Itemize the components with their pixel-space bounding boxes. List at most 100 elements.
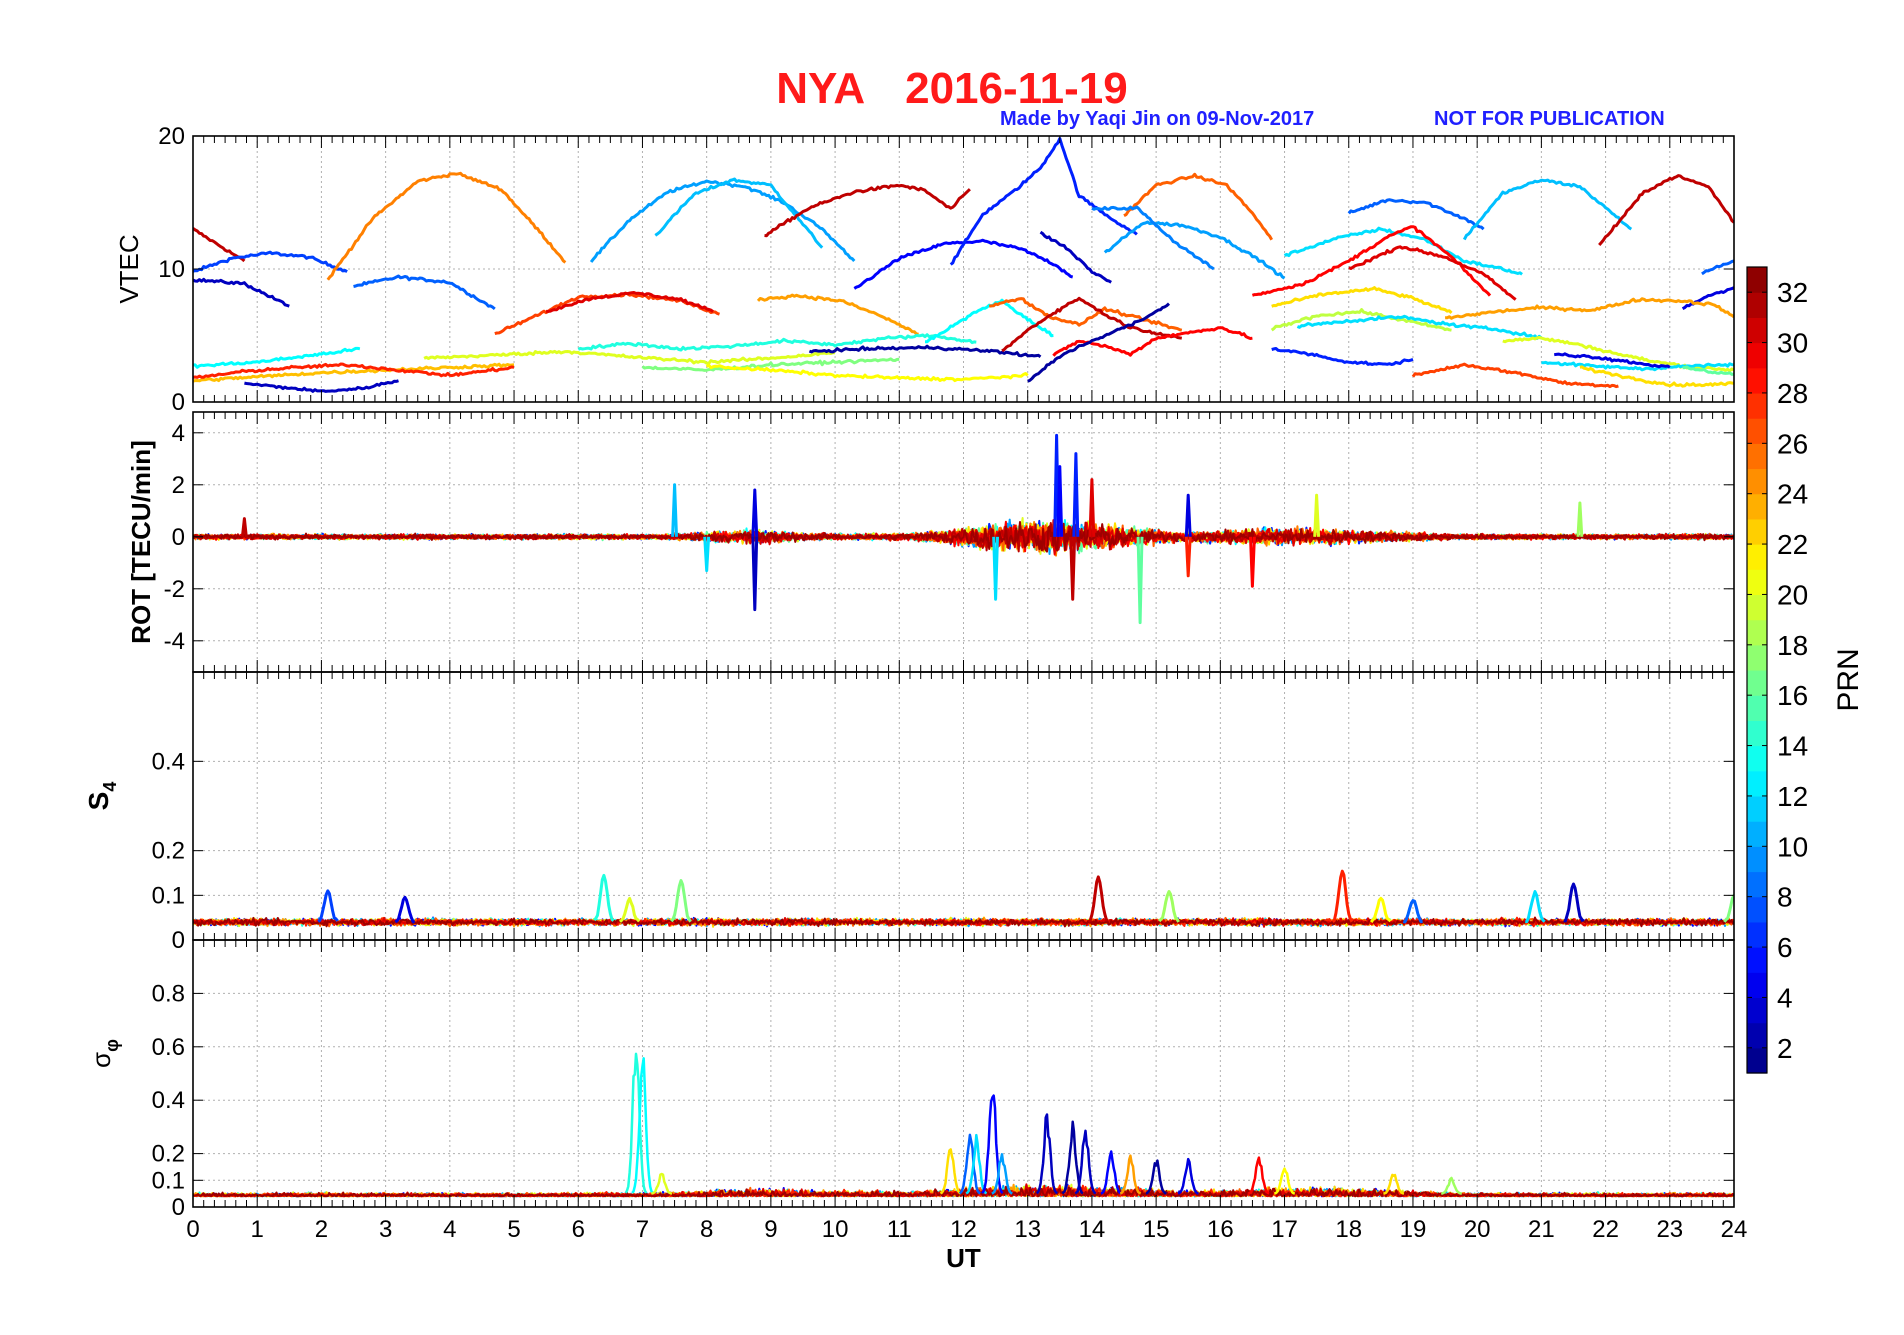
colorbar-swatch: [1747, 745, 1767, 772]
sigma-phi-peak-prn-2: [1145, 1159, 1167, 1195]
y-tick-label: 0.2: [152, 838, 185, 865]
colorbar-swatch: [1747, 896, 1767, 923]
vtec-line-prn-12: [1541, 360, 1734, 372]
sigma_phi-grid: [193, 940, 1734, 1207]
vtec-line-prn-8: [1701, 259, 1734, 276]
x-tick-label: 24: [1721, 1216, 1748, 1243]
vtec-line-prn-27: [1411, 362, 1619, 389]
y-tick-label: 0: [172, 389, 185, 416]
colorbar-swatch: [1747, 317, 1767, 344]
rot-spike-prn-5: [1056, 465, 1064, 537]
sigma-phi-y-label-main: σ: [86, 1052, 116, 1068]
rot-spike-prn-11: [671, 483, 678, 537]
x-tick-label: 4: [443, 1216, 456, 1243]
rot-line-prn-32: [193, 521, 1734, 553]
vtec-line-prn-11: [1462, 178, 1633, 241]
sigma-phi-peak-prn-10: [991, 1153, 1013, 1195]
vtec-line-prn-8: [353, 274, 496, 311]
rot-spike-prn-6: [1072, 452, 1080, 537]
sigma-phi-peak-prn-22: [939, 1148, 962, 1195]
sigma-phi-peak-prn-18: [1441, 1176, 1462, 1195]
sigma-phi-peak-prn-4: [1177, 1157, 1199, 1195]
s4-line-prn-32: [193, 916, 1734, 928]
station-name: NYA: [776, 64, 866, 113]
s4-peak-prn-3: [1563, 882, 1585, 923]
s4-peak-prn-17: [670, 879, 692, 923]
x-tick-label: 9: [764, 1216, 777, 1243]
colorbar-swatch: [1747, 518, 1767, 545]
y-tick-label: 4: [172, 420, 185, 447]
colorbar-swatch: [1747, 947, 1767, 973]
x-tick-label: 0: [186, 1216, 199, 1243]
vtec-line-prn-30: [1348, 245, 1517, 301]
x-tick-label: 5: [507, 1216, 520, 1243]
vtec-line-prn-29: [1251, 225, 1492, 297]
vtec-line-prn-12: [1283, 226, 1523, 276]
s4-peak-prn-18: [1158, 890, 1180, 923]
colorbar-swatch: [1747, 846, 1767, 873]
rot-spike-prn-29: [1249, 536, 1256, 588]
vtec-line-prn-13: [193, 346, 361, 369]
rot-spike-prn-4: [1184, 493, 1192, 537]
vtec-line-prn-7: [193, 250, 348, 273]
y-tick-label: 2: [172, 472, 185, 499]
colorbar-tick-label: 4: [1777, 982, 1793, 1013]
vtec-line-prn-20: [1502, 336, 1734, 373]
sigma-phi-peak-prn-22: [1383, 1173, 1405, 1195]
sigma-phi-peak-prn-3: [1035, 1113, 1058, 1195]
colorbar-swatch: [1747, 292, 1767, 318]
x-tick-labels: 0 1 2 3 4 5 6 7 8 9 10 11 12 13 14 15 16 17 18 19 20 21 22 23 24: [186, 1216, 1747, 1243]
sigma-phi-peak-prn-8: [958, 1133, 981, 1195]
rot-series: [193, 433, 1734, 625]
vtec-line-prn-3: [1039, 230, 1112, 284]
x-tick-label: 1: [251, 1216, 264, 1243]
colorbar-swatch: [1747, 720, 1767, 747]
colorbar-swatch: [1747, 493, 1767, 520]
x-tick-label: 20: [1464, 1216, 1491, 1243]
colorbar-tick-label: 20: [1777, 579, 1808, 610]
vtec-line-prn-25: [326, 171, 567, 281]
vtec-line-prn-31: [1001, 296, 1183, 353]
vtec-line-prn-6: [1271, 347, 1414, 366]
colorbar-tick-label: 28: [1777, 378, 1808, 409]
colorbar-swatch: [1747, 1022, 1767, 1049]
vtec-line-prn-4: [1553, 352, 1671, 369]
x-tick-label: 19: [1400, 1216, 1427, 1243]
y-tick-label: 0: [172, 927, 185, 954]
vtec-panel: 0 10 20 VTEC: [114, 123, 1735, 416]
colorbar-tick-label: 14: [1777, 731, 1808, 762]
rot-spike-prn-4: [751, 488, 759, 537]
colorbar-swatch: [1747, 670, 1767, 696]
sigma-phi-peak-prn-5: [981, 1094, 1004, 1194]
colorbar-tick-label: 12: [1777, 781, 1808, 812]
vtec-series: [193, 137, 1734, 393]
x-tick-label: 15: [1143, 1216, 1170, 1243]
s4-grid: [193, 672, 1734, 940]
vtec-line-prn-9: [1091, 205, 1215, 271]
vtec-line-prn-12: [1296, 314, 1543, 340]
vtec-line-prn-23: [193, 362, 515, 383]
colorbar-tick-label: 10: [1777, 831, 1808, 862]
vtec-line-prn-16: [1682, 365, 1734, 376]
vtec-line-prn-24: [1445, 297, 1734, 320]
colorbar-swatch: [1747, 418, 1767, 444]
vtec-line-prn-17: [641, 357, 900, 372]
colorbar-tick-label: 6: [1777, 932, 1793, 963]
colorbar-tick-label: 16: [1777, 680, 1808, 711]
s4-panel: 0 0.1 0.2 0.4 S4: [83, 671, 1735, 954]
colorbar-swatch: [1747, 770, 1767, 797]
sigma-phi-peak-prn-21: [1274, 1167, 1296, 1195]
x-tick-label: 16: [1207, 1216, 1234, 1243]
rot-spike-prn-28: [1184, 536, 1192, 578]
colorbar-swatch: [1747, 392, 1767, 419]
sigma-phi-peak-prn-3: [1074, 1129, 1097, 1195]
s4-peak-prn-14: [593, 873, 615, 922]
colorbar-tick-label: 26: [1777, 428, 1808, 459]
x-tick-label: 10: [822, 1216, 849, 1243]
y-tick-label: -2: [164, 576, 185, 603]
rot-spike-prn-31: [1069, 536, 1077, 601]
s4-peak-prn-12: [1525, 890, 1546, 924]
colorbar-tick-label: 32: [1777, 277, 1808, 308]
sigma-phi-peak-prn-14: [624, 1052, 648, 1194]
colorbar-swatch: [1747, 594, 1767, 621]
